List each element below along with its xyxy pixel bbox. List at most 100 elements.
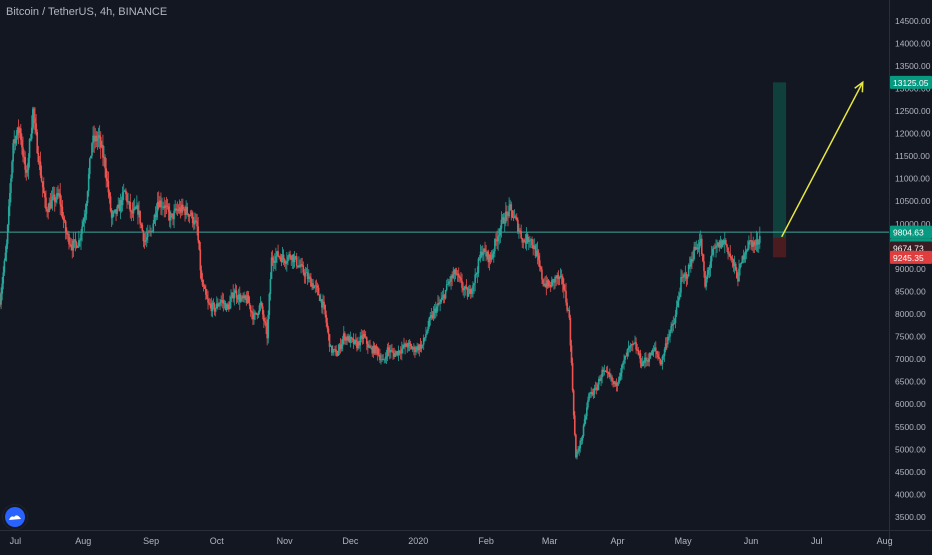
candle-body: [576, 452, 578, 458]
candle-body: [346, 337, 348, 341]
candle-body: [358, 341, 360, 346]
candle-body: [130, 210, 133, 212]
candle-body: [278, 256, 280, 258]
price-candles: [0, 106, 761, 460]
candle-body: [684, 273, 687, 275]
candle-body: [510, 204, 513, 211]
stop-price-label-bg: [890, 250, 932, 264]
candle-body: [560, 275, 563, 277]
candle-body: [737, 278, 739, 282]
price-tick-label: 3500.00: [895, 512, 926, 522]
candle-body: [680, 277, 682, 293]
candle-body: [302, 265, 305, 273]
candle-body: [519, 230, 521, 232]
candle-body: [477, 258, 480, 273]
candle-body: [70, 244, 72, 247]
price-tick-label: 11000.00: [895, 174, 930, 184]
candle-body: [417, 346, 420, 351]
candle-body: [434, 308, 437, 313]
candle-body: [45, 197, 47, 209]
candle-body: [593, 387, 596, 394]
candle-body: [149, 231, 151, 233]
candle-body: [6, 225, 9, 244]
candle-body: [365, 337, 368, 344]
candle-body: [650, 352, 653, 356]
candle-body: [289, 254, 291, 258]
candle-body: [538, 260, 541, 267]
candle-body: [536, 250, 539, 256]
candle-body: [709, 261, 712, 268]
projection-arrow[interactable]: [781, 80, 864, 238]
candle-body: [49, 202, 52, 209]
candle-body: [218, 304, 220, 307]
candle-body: [407, 342, 410, 348]
candle-body: [151, 231, 153, 233]
candle-body: [683, 274, 686, 278]
candle-body: [79, 240, 81, 241]
candle-body: [659, 358, 661, 364]
candle-body: [14, 139, 17, 144]
candle-body: [507, 212, 509, 217]
candle-body: [34, 118, 36, 124]
candle-body: [169, 215, 172, 221]
candle-body: [478, 258, 481, 260]
candle-body: [589, 392, 591, 394]
candle-body: [258, 305, 261, 313]
candle-body: [26, 170, 29, 173]
candle-body: [646, 360, 648, 361]
candle-body: [391, 350, 393, 351]
candle-body: [104, 157, 106, 169]
price-tick-label: 12500.00: [895, 106, 931, 116]
candle-body: [279, 256, 282, 258]
candle-body: [367, 343, 369, 348]
time-axis[interactable]: Jul Aug Sep Oct Nov Dec 2020 Feb Mar Apr May Jun Jul…: [10, 536, 893, 546]
price-tick-label: 12000.00: [895, 129, 931, 139]
candle-body: [177, 209, 180, 212]
candle-body: [319, 299, 322, 301]
long-position-tool[interactable]: [772, 82, 787, 258]
candle-body: [524, 241, 527, 244]
price-axis[interactable]: 3500.00 4000.00 4500.00 5000.00 5500.00 6000.…: [895, 16, 931, 522]
candle-body: [501, 217, 504, 220]
candle-body: [556, 275, 559, 278]
candle-body: [185, 206, 187, 215]
candle-body: [484, 248, 486, 252]
candle-body: [2, 272, 5, 284]
candle-body: [203, 286, 206, 289]
candle-body: [421, 344, 424, 346]
candle-body: [32, 108, 34, 128]
candle-body: [577, 450, 579, 453]
candle-body: [4, 252, 7, 261]
candle-body: [730, 256, 733, 259]
time-tick-label: Sep: [143, 536, 159, 546]
candle-body: [133, 207, 136, 209]
candle-body: [698, 242, 701, 249]
candle-body: [509, 204, 511, 206]
candle-body: [520, 230, 522, 239]
candle-body: [592, 393, 595, 395]
candle-body: [40, 175, 43, 182]
candle-body: [385, 356, 388, 358]
candle-body: [395, 351, 398, 354]
candle-body: [75, 242, 78, 248]
tradingview-logo-icon[interactable]: [5, 507, 25, 527]
candle-body: [621, 364, 623, 373]
candle-body: [300, 264, 302, 267]
candle-body: [53, 194, 56, 203]
candle-body: [127, 201, 129, 203]
candle-body: [433, 308, 436, 312]
time-tick-label: Jul: [811, 536, 823, 546]
candle-body: [132, 208, 135, 214]
time-tick-label: Feb: [478, 536, 494, 546]
candle-body: [225, 304, 228, 311]
candle-body: [733, 263, 736, 267]
candle-body: [48, 202, 51, 212]
candle-body: [514, 216, 517, 218]
candle-body: [357, 341, 359, 349]
candle-body: [241, 296, 243, 299]
candle-body: [475, 273, 478, 275]
candle-body: [444, 290, 447, 299]
